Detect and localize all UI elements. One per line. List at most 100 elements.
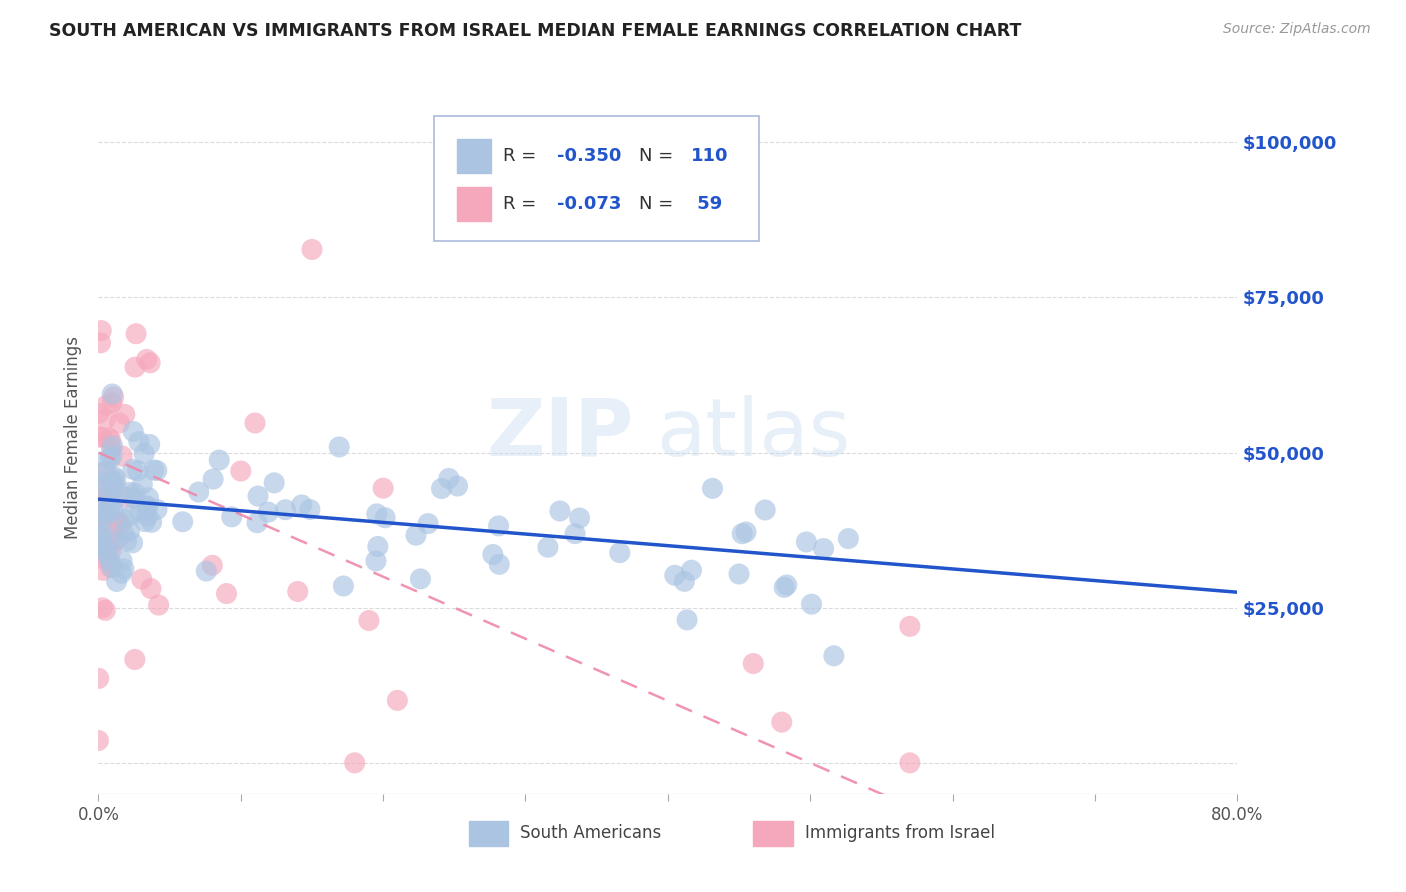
Point [298,502,321,516]
Point [91,430,114,444]
FancyBboxPatch shape [434,116,759,241]
Point [115,534,138,549]
Point [90,324,112,338]
Point [367,540,389,554]
Text: N =: N = [640,147,679,165]
Point [87,407,110,421]
Point [246,516,269,530]
Text: Immigrants from Israel: Immigrants from Israel [804,824,994,842]
Point [97,541,120,555]
Point [364,554,387,568]
Point [187,485,209,500]
Point [115,491,138,505]
Text: -0.350: -0.350 [557,147,621,165]
Point [142,463,165,477]
Point [548,504,571,518]
Point [731,526,754,541]
Point [609,546,631,560]
Point [373,481,395,495]
Point [139,582,162,596]
Point [138,437,160,451]
Point [131,477,153,491]
Point [103,493,125,508]
Point [100,560,122,574]
Point [488,558,510,572]
Point [121,462,143,476]
Point [91,519,114,533]
Point [437,471,460,485]
Point [100,441,122,455]
Point [112,526,135,541]
Point [136,500,159,514]
Point [94,491,117,506]
Point [90,506,112,520]
Point [91,600,114,615]
Point [135,352,157,367]
Point [94,465,117,479]
Point [91,542,114,557]
Point [103,469,125,483]
Point [98,490,121,504]
Point [98,533,121,547]
Point [172,515,194,529]
Point [776,578,799,592]
Point [108,516,131,531]
Point [101,439,124,453]
Text: R =: R = [503,194,541,212]
Point [134,447,156,461]
Point [98,554,121,568]
Point [121,508,143,522]
Point [263,475,285,490]
Point [114,408,136,422]
Point [90,512,112,526]
Y-axis label: Median Female Earnings: Median Female Earnings [65,335,83,539]
Point [291,498,314,512]
Point [111,449,134,463]
Text: N =: N = [640,194,679,212]
Text: SOUTH AMERICAN VS IMMIGRANTS FROM ISRAEL MEDIAN FEMALE EARNINGS CORRELATION CHAR: SOUTH AMERICAN VS IMMIGRANTS FROM ISRAEL… [49,22,1022,40]
Bar [468,821,509,846]
Text: atlas: atlas [657,394,851,473]
Point [274,502,297,516]
Point [105,480,128,494]
Point [104,472,127,486]
Point [122,491,145,506]
Point [91,483,114,498]
Point [257,505,280,519]
Point [101,448,124,462]
Point [105,533,128,548]
Point [125,326,148,341]
Point [124,486,146,500]
Point [138,491,160,505]
Point [96,398,118,412]
Text: Source: ZipAtlas.com: Source: ZipAtlas.com [1223,22,1371,37]
Point [103,390,125,404]
Point [89,479,111,493]
Point [139,356,162,370]
Bar [457,186,491,221]
Point [366,507,388,521]
Point [89,537,111,551]
Point [101,474,124,488]
Point [101,476,124,491]
Point [128,434,150,449]
Point [332,579,354,593]
Point [374,510,396,524]
Point [754,503,776,517]
Point [87,430,110,444]
Point [96,500,118,515]
Text: 59: 59 [690,194,721,212]
Point [89,335,111,350]
Text: R =: R = [503,147,541,165]
Point [537,540,560,554]
Point [141,516,163,530]
Point [112,512,135,526]
Point [98,452,121,467]
Point [146,463,169,477]
Point [101,387,124,401]
Point [131,572,153,586]
Point [89,526,111,541]
Point [111,554,134,568]
Point [568,511,591,525]
Point [103,504,125,518]
